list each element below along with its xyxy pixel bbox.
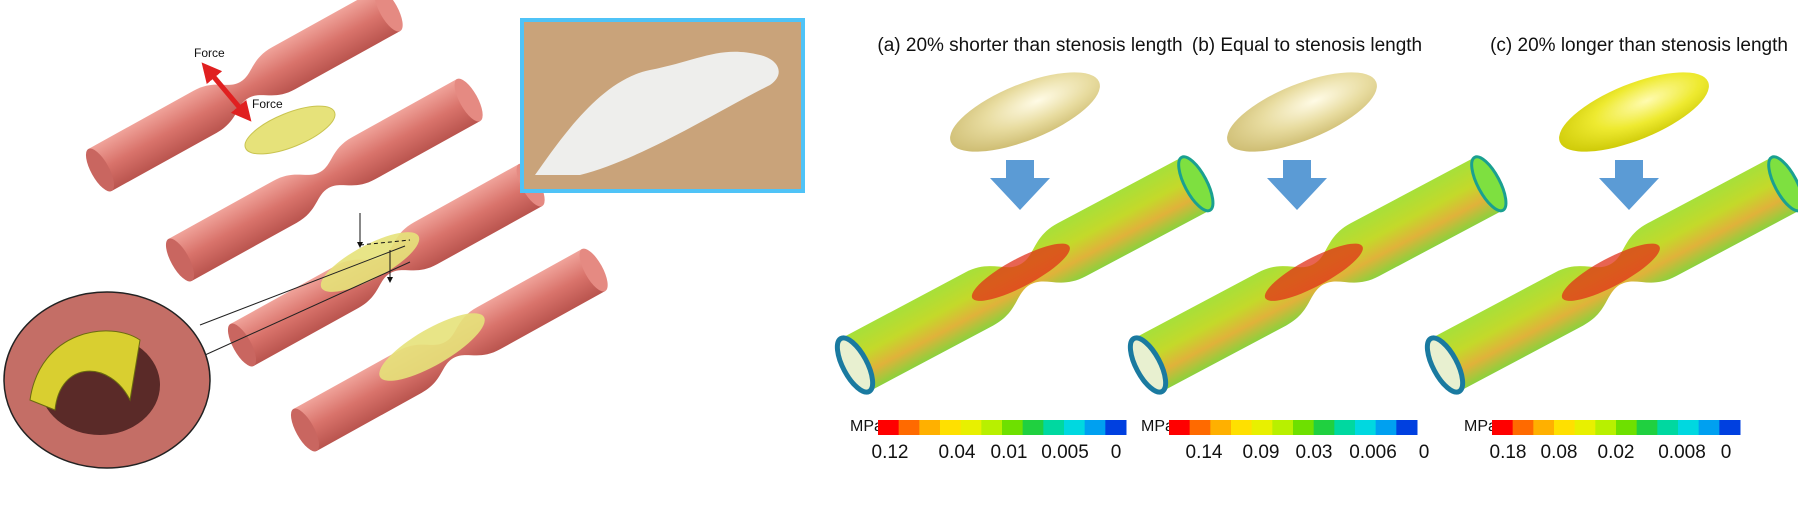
force-arrow xyxy=(201,62,252,122)
colorbar-swatch xyxy=(1657,420,1679,435)
colorbar-swatch xyxy=(1636,420,1658,435)
colorbar-label: 0.09 xyxy=(1243,442,1280,463)
colorbar-label: 0 xyxy=(1721,442,1732,463)
plaque xyxy=(244,105,336,155)
colorbar-label: 0.006 xyxy=(1349,442,1397,463)
colorbar-label: 0.01 xyxy=(991,442,1028,463)
colorbar-swatch xyxy=(1355,420,1377,435)
artery-4 xyxy=(290,248,608,452)
colorbar-swatch xyxy=(1492,420,1514,435)
colorbar-swatch xyxy=(898,420,920,435)
colorbar-swatch xyxy=(1698,420,1720,435)
colorbar-swatch xyxy=(1554,420,1576,435)
colorbar-swatch xyxy=(1210,420,1232,435)
photo xyxy=(520,18,805,193)
plaque xyxy=(379,313,485,381)
colorbar-label: 0.14 xyxy=(1186,442,1223,463)
colorbar-swatch xyxy=(878,420,900,435)
colorbar-swatch xyxy=(1375,420,1397,435)
colorbar-swatch xyxy=(1189,420,1211,435)
down-arrow xyxy=(990,160,1050,210)
colorbar-swatch xyxy=(1169,420,1191,435)
stress-hotspot xyxy=(1561,243,1660,301)
colorbar-label: 0 xyxy=(1111,442,1122,463)
force-label: Force xyxy=(252,97,283,111)
down-arrow xyxy=(1599,160,1659,210)
colorbar-swatch xyxy=(1616,420,1638,435)
colorbar-swatch xyxy=(1533,420,1555,435)
colorbar-swatch xyxy=(1313,420,1335,435)
unit-label: MPa xyxy=(850,418,883,435)
stress-artery xyxy=(1424,155,1798,395)
colorbar-swatch xyxy=(1574,420,1596,435)
colorbar-swatch xyxy=(960,420,982,435)
colorbar-swatch xyxy=(1512,420,1534,435)
artery-end xyxy=(1127,335,1169,395)
stress-artery xyxy=(1127,155,1508,395)
colorbar-label: 0.18 xyxy=(1490,442,1527,463)
colorbar-label: 0.008 xyxy=(1658,442,1706,463)
stress-hotspot xyxy=(971,243,1070,301)
colorbar-label: 0.12 xyxy=(872,442,909,463)
plaque xyxy=(320,232,420,292)
down-arrow xyxy=(1267,160,1327,210)
colorbar-swatch xyxy=(1678,420,1700,435)
force-label: Force xyxy=(194,46,225,60)
colorbar-swatch xyxy=(1251,420,1273,435)
colorbar-swatch xyxy=(1043,420,1065,435)
colorbar-swatch xyxy=(1719,420,1741,435)
artery-end xyxy=(1767,155,1798,213)
colorbar-swatch xyxy=(1064,420,1086,435)
panel-title: (c) 20% longer than stenosis length xyxy=(1490,35,1788,56)
unit-label: MPa xyxy=(1141,418,1174,435)
colorbar-swatch xyxy=(1022,420,1044,435)
colorbar-swatch xyxy=(940,420,962,435)
colorbar-swatch xyxy=(1105,420,1127,435)
artery-end xyxy=(1424,335,1466,395)
colorbar-label: 0 xyxy=(1419,442,1430,463)
artery-end xyxy=(834,335,876,395)
plaque xyxy=(950,72,1100,152)
colorbar-swatch xyxy=(1334,420,1356,435)
colorbar-label: 0.005 xyxy=(1041,442,1089,463)
plaque xyxy=(1227,72,1377,152)
artery-end xyxy=(1177,155,1215,213)
unit-label: MPa xyxy=(1464,418,1497,435)
artery-end xyxy=(1470,155,1508,213)
colorbar-swatch xyxy=(1595,420,1617,435)
stress-artery xyxy=(834,155,1215,395)
colorbar-swatch xyxy=(919,420,941,435)
colorbar-swatch xyxy=(1272,420,1294,435)
colorbar-label: 0.02 xyxy=(1598,442,1635,463)
colorbar-swatch xyxy=(1396,420,1418,435)
colorbar-swatch xyxy=(1231,420,1253,435)
colorbar-swatch xyxy=(1002,420,1024,435)
artery-2 xyxy=(165,78,483,282)
colorbar-swatch xyxy=(1293,420,1315,435)
plaque xyxy=(1559,72,1709,152)
colorbar-swatch xyxy=(1084,420,1106,435)
stress-hotspot xyxy=(1264,243,1363,301)
artery-1 xyxy=(85,0,403,192)
panel-title: (a) 20% shorter than stenosis length xyxy=(877,35,1182,56)
panel-title: (b) Equal to stenosis length xyxy=(1192,35,1422,56)
colorbar-label: 0.04 xyxy=(939,442,976,463)
colorbar-swatch xyxy=(981,420,1003,435)
colorbar-label: 0.08 xyxy=(1541,442,1578,463)
colorbar-label: 0.03 xyxy=(1296,442,1333,463)
